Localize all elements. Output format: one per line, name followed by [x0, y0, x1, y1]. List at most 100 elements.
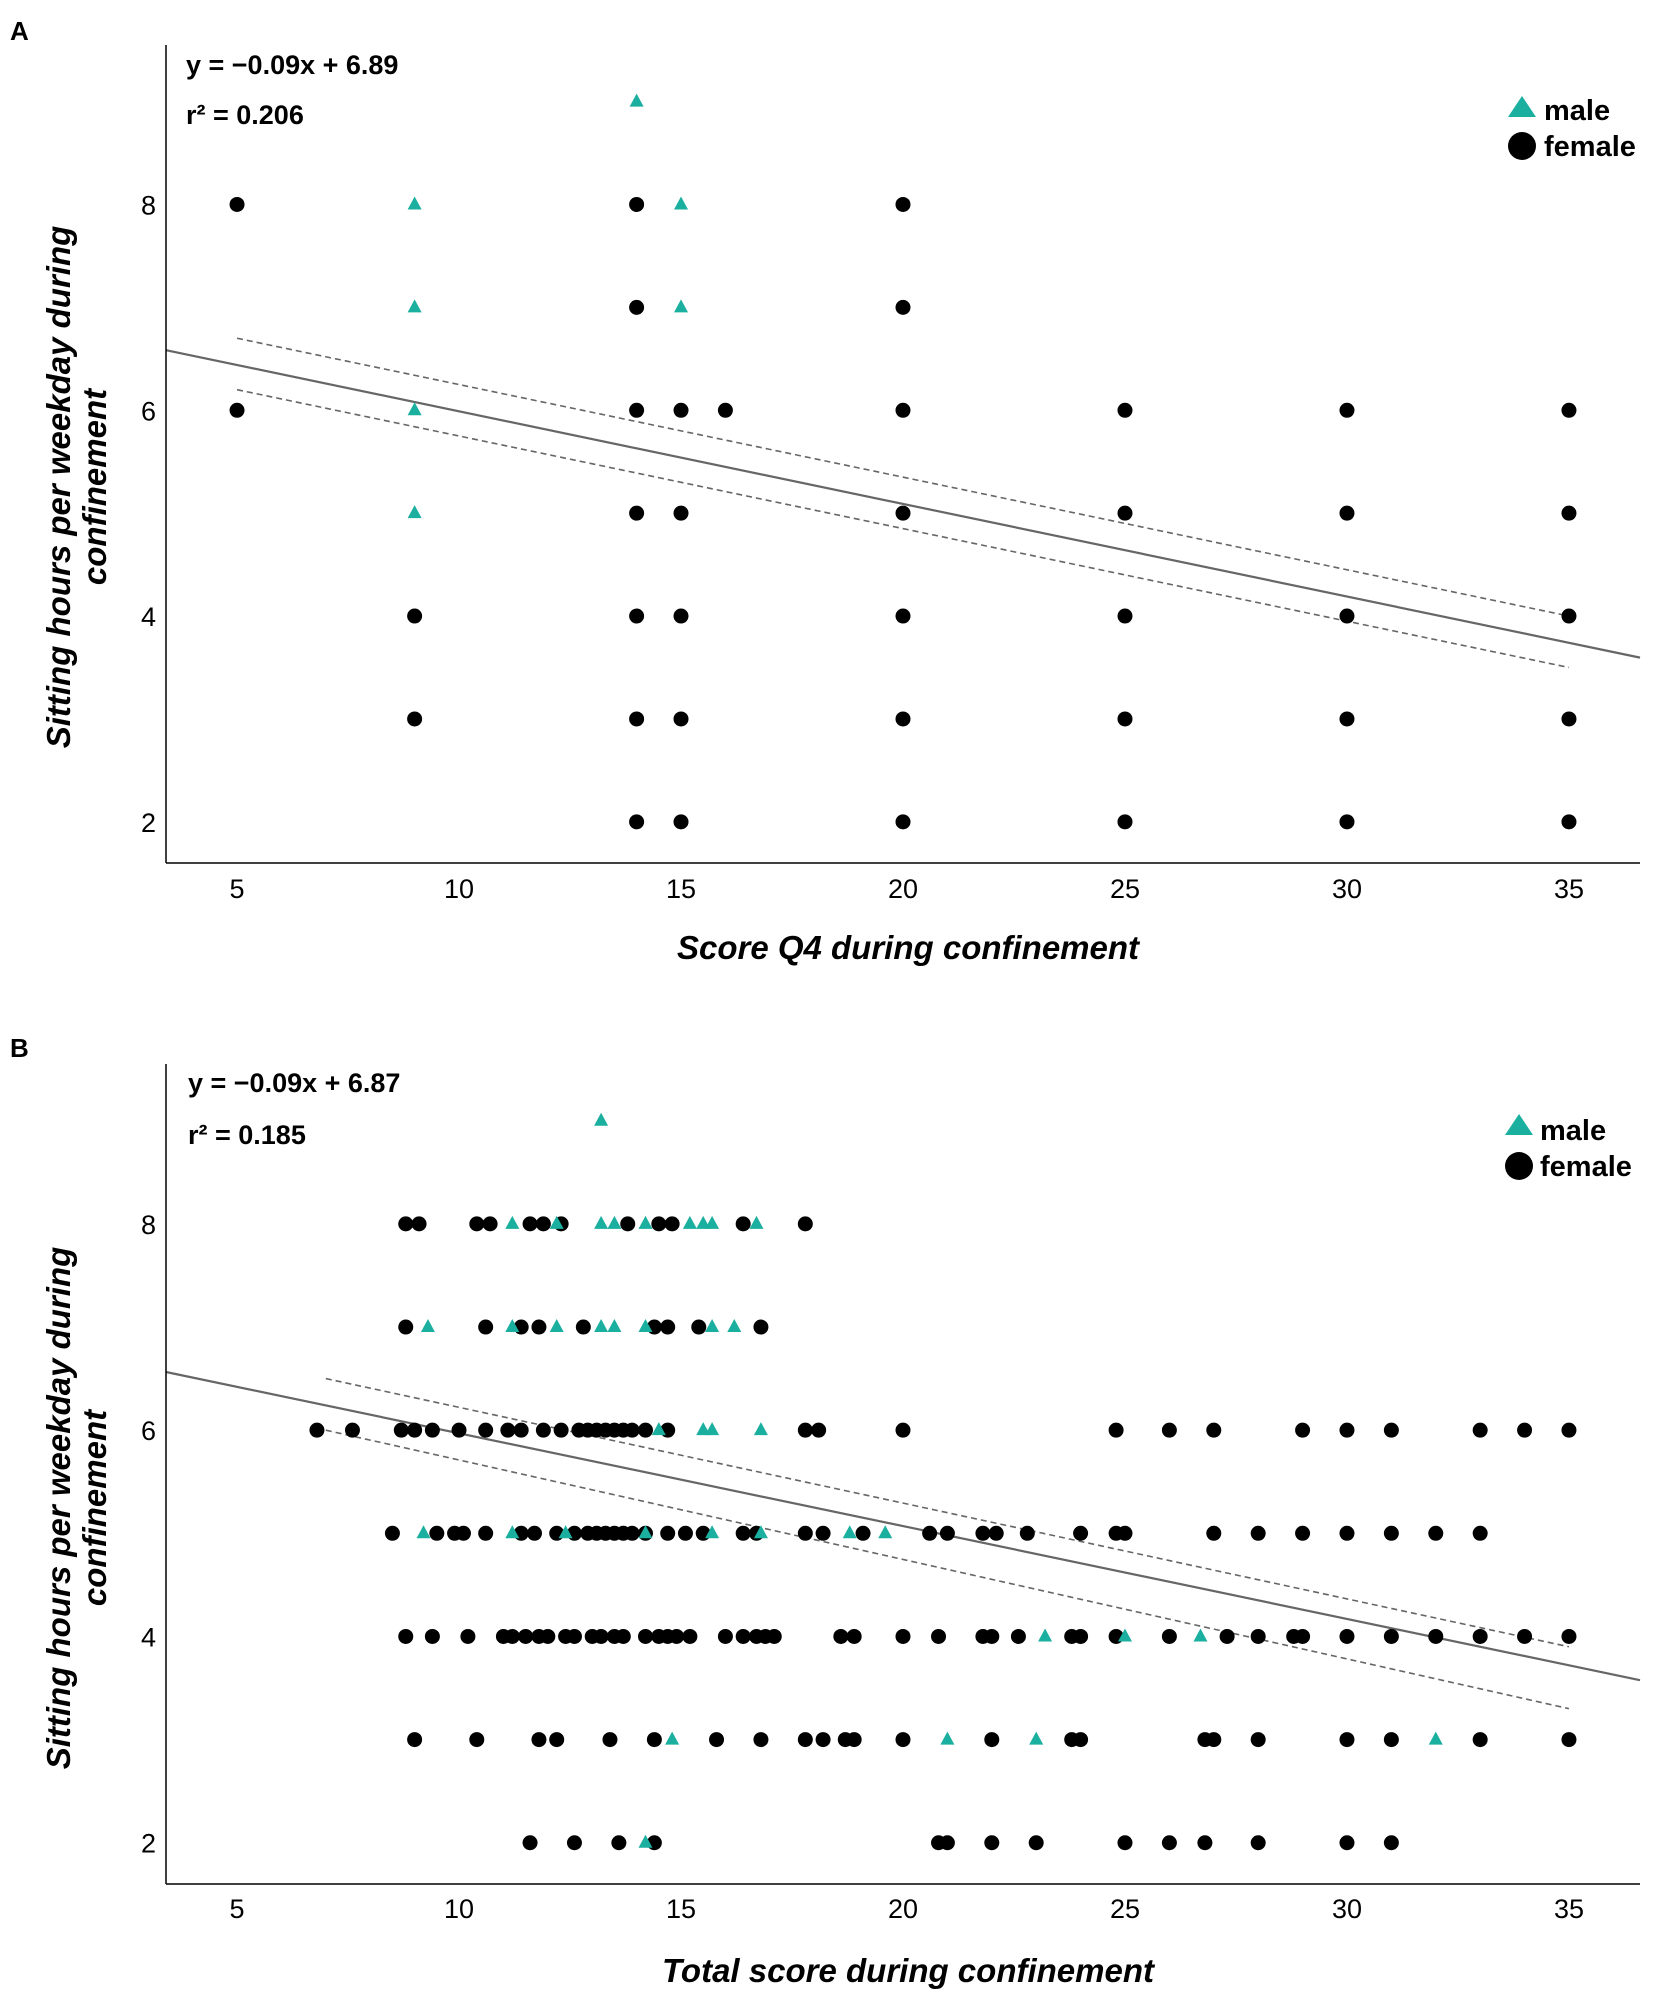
female-point: [637, 1422, 653, 1438]
female-point: [895, 1628, 911, 1644]
female-point: [1561, 814, 1577, 830]
female-point: [1073, 1525, 1089, 1541]
female-point: [895, 402, 911, 418]
female-point: [1219, 1628, 1235, 1644]
ci-upper-line: [325, 1377, 1570, 1648]
female-point: [478, 1422, 494, 1438]
female-point: [629, 608, 645, 624]
regression-fit-line: [165, 349, 1641, 659]
y-tick-label: 2: [141, 1829, 156, 1859]
male-point: [705, 1422, 720, 1436]
male-point: [638, 1215, 653, 1229]
female-point: [673, 814, 689, 830]
female-point: [309, 1422, 325, 1438]
female-point: [1117, 505, 1133, 521]
male-point: [407, 196, 422, 210]
female-point: [593, 1628, 609, 1644]
female-point: [424, 1422, 440, 1438]
panel-b-y-axis-title-line2: confinement: [76, 1408, 113, 1606]
female-point: [629, 196, 645, 212]
female-point: [1383, 1835, 1399, 1851]
male-point: [416, 1525, 431, 1539]
female-point: [673, 402, 689, 418]
female-point: [575, 1319, 591, 1335]
female-point: [629, 402, 645, 418]
x-tick-label: 5: [230, 874, 245, 904]
panel-b-axes: [165, 1064, 1640, 1885]
male-point: [696, 1422, 711, 1436]
male-point: [940, 1731, 955, 1745]
female-point: [393, 1422, 409, 1438]
female-point: [1339, 505, 1355, 521]
panel-b-label: B: [10, 1033, 29, 1063]
x-tick-label: 30: [1332, 1894, 1362, 1924]
female-point: [1472, 1422, 1488, 1438]
panel-a-label: A: [10, 16, 29, 46]
male-point: [696, 1215, 711, 1229]
female-point: [846, 1628, 862, 1644]
female-point: [895, 814, 911, 830]
female-point: [451, 1422, 467, 1438]
female-point: [895, 1422, 911, 1438]
female-point: [753, 1319, 769, 1335]
male-point: [1193, 1628, 1208, 1642]
female-point: [1250, 1525, 1266, 1541]
female-point: [478, 1525, 494, 1541]
female-point: [549, 1732, 565, 1748]
female-point: [1250, 1732, 1266, 1748]
female-point: [611, 1835, 627, 1851]
panel-b-legend-female: female: [1540, 1151, 1632, 1183]
female-point: [1073, 1732, 1089, 1748]
female-point: [717, 1628, 733, 1644]
female-point: [1339, 1732, 1355, 1748]
female-point: [535, 1422, 551, 1438]
female-point: [664, 1216, 680, 1232]
female-point: [1250, 1835, 1266, 1851]
female-point: [1428, 1525, 1444, 1541]
female-point: [629, 711, 645, 727]
female-point: [1073, 1628, 1089, 1644]
panel-b-r-squared: r² = 0.185: [188, 1120, 306, 1150]
panel-b-y-axis-title: Sitting hours per weekday during confine…: [40, 1247, 113, 1770]
female-point: [1339, 711, 1355, 727]
panel-b-y-axis-title-line1: Sitting hours per weekday during: [40, 1247, 77, 1770]
panel-b-x-axis-title: Total score during confinement: [662, 1952, 1156, 1989]
female-point: [629, 505, 645, 521]
female-point: [1517, 1422, 1533, 1438]
male-point: [749, 1215, 764, 1229]
y-tick-label: 8: [141, 1210, 156, 1240]
female-point: [522, 1835, 538, 1851]
x-tick-label: 30: [1332, 874, 1362, 904]
female-point: [984, 1628, 1000, 1644]
male-point: [1117, 1628, 1132, 1642]
female-point: [229, 402, 245, 418]
female-point: [1472, 1732, 1488, 1748]
x-tick-label: 20: [888, 1894, 918, 1924]
female-point: [1472, 1525, 1488, 1541]
female-point: [815, 1732, 831, 1748]
female-point: [797, 1732, 813, 1748]
female-point: [797, 1216, 813, 1232]
y-tick-label: 4: [141, 1622, 156, 1652]
male-point: [638, 1834, 653, 1848]
female-point: [1295, 1525, 1311, 1541]
panel-a-equation: y = −0.09x + 6.89: [186, 50, 398, 80]
female-point: [1339, 1628, 1355, 1644]
female-point: [855, 1525, 871, 1541]
female-point: [1295, 1628, 1311, 1644]
female-point: [407, 608, 423, 624]
x-tick-label: 15: [666, 874, 696, 904]
female-point: [931, 1628, 947, 1644]
female-point: [504, 1628, 520, 1644]
female-point: [1561, 608, 1577, 624]
male-point: [651, 1422, 666, 1436]
female-point: [1117, 814, 1133, 830]
female-point: [895, 711, 911, 727]
female-point: [624, 1525, 640, 1541]
female-point: [1383, 1422, 1399, 1438]
female-point: [1517, 1628, 1533, 1644]
panel-a-axes: [165, 45, 1640, 864]
female-point: [797, 1422, 813, 1438]
female-point: [531, 1732, 547, 1748]
female-point: [673, 711, 689, 727]
